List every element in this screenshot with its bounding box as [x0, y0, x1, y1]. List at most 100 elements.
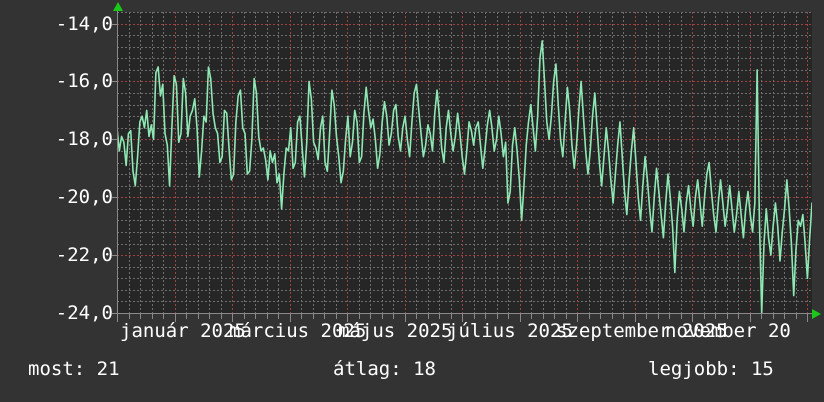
- y-axis-tick-label: -18,0: [55, 128, 113, 151]
- gridline-minor-vertical: [761, 12, 762, 313]
- gridline-major-vertical: [347, 12, 348, 313]
- x-axis-tick-minor: [646, 314, 647, 319]
- x-axis-tick-minor: [715, 314, 716, 319]
- gridline-minor-vertical: [416, 12, 417, 313]
- x-axis-tick-minor: [485, 314, 486, 319]
- gridline-minor-vertical: [209, 12, 210, 313]
- gridline-minor-vertical: [313, 12, 314, 313]
- gridline-major-vertical: [405, 12, 406, 313]
- y-axis-tick-label: -14,0: [55, 12, 113, 35]
- gridline-minor-vertical: [796, 12, 797, 313]
- x-axis-tick-minor: [727, 314, 728, 319]
- x-axis-tick-minor: [393, 314, 394, 319]
- gridline-minor-vertical: [543, 12, 544, 313]
- gridline-major-vertical: [807, 12, 808, 313]
- x-axis-tick-major: [232, 314, 233, 322]
- x-axis-tick-minor: [773, 314, 774, 319]
- x-axis-tick-minor: [531, 314, 532, 319]
- x-axis-tick-minor: [370, 314, 371, 319]
- gridline-minor-horizontal: [117, 128, 812, 129]
- gridline-minor-vertical: [336, 12, 337, 313]
- x-axis-tick-major: [405, 314, 406, 322]
- gridline-minor-vertical: [531, 12, 532, 313]
- x-axis-tick-label: május 2025: [338, 320, 453, 342]
- gridline-minor-horizontal: [117, 220, 812, 221]
- x-axis-tick-minor: [784, 314, 785, 319]
- x-axis-tick-minor: [336, 314, 337, 319]
- x-axis-arrow-icon: [812, 309, 821, 319]
- gridline-major-vertical: [520, 12, 521, 313]
- x-axis-tick-label: március 2025: [229, 320, 367, 342]
- x-axis-tick-major: [462, 314, 463, 322]
- gridline-major-vertical: [577, 12, 578, 313]
- gridline-minor-vertical: [370, 12, 371, 313]
- gridline-minor-horizontal: [117, 105, 812, 106]
- gridline-minor-horizontal: [117, 47, 812, 48]
- gridline-minor-vertical: [428, 12, 429, 313]
- y-axis-tick-label: -20,0: [55, 186, 113, 209]
- stat-atlag: átlag: 18: [333, 358, 436, 380]
- gridline-minor-vertical: [163, 12, 164, 313]
- x-axis-tick-major: [750, 314, 751, 322]
- gridline-minor-vertical: [474, 12, 475, 313]
- x-axis-tick-minor: [416, 314, 417, 319]
- gridline-major-horizontal: [117, 24, 812, 25]
- gridline-major-vertical: [232, 12, 233, 313]
- x-axis-tick-major: [577, 314, 578, 322]
- x-axis-tick-minor: [474, 314, 475, 319]
- gridline-minor-vertical: [554, 12, 555, 313]
- gridline-minor-vertical: [485, 12, 486, 313]
- gridline-minor-horizontal: [117, 151, 812, 152]
- plot-area[interactable]: [117, 12, 812, 313]
- gridline-minor-vertical: [129, 12, 130, 313]
- x-axis-tick-minor: [221, 314, 222, 319]
- x-axis-tick-minor: [600, 314, 601, 319]
- x-axis-tick-minor: [301, 314, 302, 319]
- gridline-minor-horizontal: [117, 70, 812, 71]
- x-axis-tick-minor: [439, 314, 440, 319]
- x-axis-tick-minor: [554, 314, 555, 319]
- x-axis-line: [117, 313, 814, 314]
- x-axis-tick-label: július 2025: [447, 320, 573, 342]
- y-axis-tick: [112, 81, 117, 82]
- stat-legjobb: legjobb: 15: [648, 358, 774, 380]
- data-series-line: [117, 40, 812, 313]
- x-axis-tick-minor: [658, 314, 659, 319]
- gridline-minor-vertical: [612, 12, 613, 313]
- gridline-minor-vertical: [186, 12, 187, 313]
- gridline-major-horizontal: [117, 255, 812, 256]
- x-axis-tick-major: [807, 314, 808, 322]
- gridline-minor-horizontal: [117, 93, 812, 94]
- y-axis-tick-label: -22,0: [55, 244, 113, 267]
- x-axis-tick-minor: [761, 314, 762, 319]
- gridline-minor-vertical: [658, 12, 659, 313]
- gridline-major-horizontal: [117, 197, 812, 198]
- gridline-major-vertical: [290, 12, 291, 313]
- x-axis-tick-minor: [209, 314, 210, 319]
- x-axis-tick-minor: [543, 314, 544, 319]
- gridline-minor-vertical: [669, 12, 670, 313]
- gridline-minor-vertical: [508, 12, 509, 313]
- gridline-minor-horizontal: [117, 278, 812, 279]
- y-axis-tick: [112, 255, 117, 256]
- gridline-minor-vertical: [439, 12, 440, 313]
- gridline-major-horizontal: [117, 81, 812, 82]
- x-axis-tick-major: [290, 314, 291, 322]
- gridline-minor-horizontal: [117, 186, 812, 187]
- graph-footer: most: 21 átlag: 18 legjobb: 15: [0, 358, 824, 392]
- gridline-minor-vertical: [301, 12, 302, 313]
- x-axis-tick-minor: [163, 314, 164, 319]
- x-axis-tick-minor: [278, 314, 279, 319]
- x-axis-tick-minor: [244, 314, 245, 319]
- gridline-minor-horizontal: [117, 58, 812, 59]
- gridline-minor-vertical: [221, 12, 222, 313]
- x-axis-tick-major: [347, 314, 348, 322]
- x-axis-tick-minor: [681, 314, 682, 319]
- gridline-major-vertical: [692, 12, 693, 313]
- gridline-minor-vertical: [681, 12, 682, 313]
- y-axis-arrow-icon: [113, 2, 123, 11]
- x-axis-tick-label: november 20: [665, 320, 791, 342]
- gridline-major-vertical: [750, 12, 751, 313]
- gridline-minor-horizontal: [117, 163, 812, 164]
- y-axis-tick: [112, 139, 117, 140]
